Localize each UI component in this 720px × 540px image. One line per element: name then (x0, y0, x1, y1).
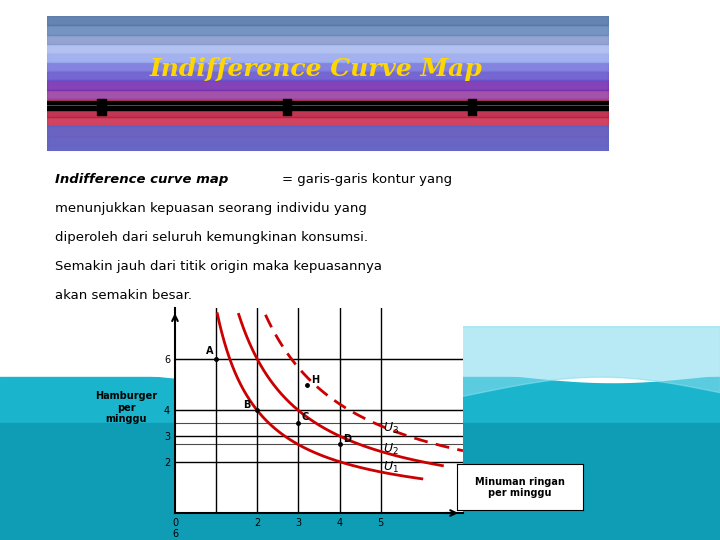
Text: Indifference curve map: Indifference curve map (55, 173, 228, 186)
Text: A: A (206, 347, 213, 356)
Text: akan semakin besar.: akan semakin besar. (55, 289, 192, 302)
Text: Hamburger
per
minggu: Hamburger per minggu (95, 391, 157, 424)
Text: B: B (243, 400, 251, 410)
Text: menunjukkan kepuasan seorang individu yang: menunjukkan kepuasan seorang individu ya… (55, 202, 366, 215)
Text: $U_2$: $U_2$ (383, 442, 398, 457)
Text: C: C (302, 412, 309, 422)
Text: Indifference Curve Map: Indifference Curve Map (150, 57, 483, 80)
Text: $U_3$: $U_3$ (383, 421, 399, 436)
Text: D: D (343, 434, 351, 444)
Text: Minuman ringan
per minggu: Minuman ringan per minggu (475, 476, 565, 498)
Text: diperoleh dari seluruh kemungkinan konsumsi.: diperoleh dari seluruh kemungkinan konsu… (55, 231, 368, 244)
Text: Semakin jauh dari titik origin maka kepuasannya: Semakin jauh dari titik origin maka kepu… (55, 260, 382, 273)
Text: H: H (312, 375, 320, 386)
Text: $U_1$: $U_1$ (383, 460, 399, 475)
Text: = garis-garis kontur yang: = garis-garis kontur yang (282, 173, 451, 186)
